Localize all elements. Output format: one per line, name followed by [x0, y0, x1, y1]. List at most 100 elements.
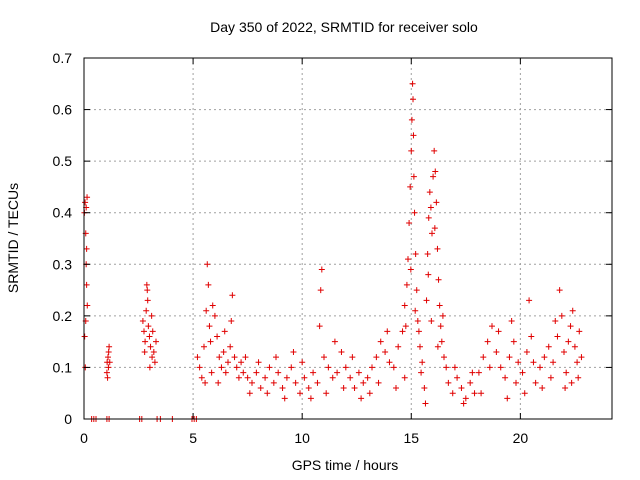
- data-point: [249, 379, 255, 386]
- data-point: [537, 364, 543, 371]
- data-point: [413, 287, 420, 294]
- data-point: [201, 343, 207, 350]
- grid-layer: [84, 58, 612, 419]
- data-point: [299, 359, 306, 366]
- data-point: [419, 359, 426, 366]
- plot-frame: [83, 57, 613, 420]
- data-point: [255, 359, 262, 366]
- data-point: [445, 379, 452, 386]
- data-point: [502, 374, 509, 381]
- data-point: [395, 343, 402, 350]
- data-point: [227, 343, 234, 350]
- data-point: [215, 379, 222, 386]
- data-point: [425, 271, 432, 278]
- data-point: [434, 343, 441, 350]
- data-point: [366, 390, 373, 397]
- data-point: [266, 364, 273, 371]
- data-point: [377, 338, 384, 345]
- data-point: [203, 307, 210, 314]
- data-point: [451, 364, 458, 371]
- data-point: [561, 348, 567, 355]
- data-point: [510, 338, 517, 345]
- data-point: [429, 230, 435, 237]
- data-point: [475, 369, 482, 376]
- y-tick-label: 0: [64, 411, 72, 427]
- data-point: [105, 348, 112, 355]
- data-point: [143, 307, 150, 314]
- data-point: [424, 250, 431, 257]
- data-point: [141, 348, 148, 355]
- data-point: [541, 354, 548, 361]
- data-point: [414, 318, 421, 325]
- y-tick-label: 0.6: [53, 102, 73, 118]
- data-point: [84, 194, 91, 201]
- data-point: [504, 395, 511, 402]
- data-point: [146, 364, 153, 371]
- data-point: [405, 256, 411, 263]
- data-point: [139, 318, 146, 325]
- data-point: [567, 323, 574, 330]
- data-point: [545, 343, 552, 350]
- data-point: [275, 369, 282, 376]
- chart-title: Day 350 of 2022, SRMTID for receiver sol…: [210, 19, 478, 35]
- data-point: [478, 390, 485, 397]
- data-point: [441, 354, 447, 361]
- data-point: [410, 132, 417, 139]
- data-point: [569, 307, 576, 314]
- data-point: [105, 354, 111, 361]
- data-point: [229, 292, 236, 299]
- data-point: [411, 209, 418, 216]
- data-point: [317, 287, 324, 294]
- data-point: [497, 364, 504, 371]
- y-tick-label: 0.1: [53, 359, 73, 375]
- y-tick-label: 0.7: [53, 50, 73, 66]
- data-point: [421, 385, 428, 392]
- data-point: [153, 338, 159, 345]
- data-point: [576, 328, 583, 335]
- data-point: [323, 390, 330, 397]
- data-point: [288, 364, 295, 371]
- data-point: [563, 369, 570, 376]
- data-point: [399, 328, 406, 335]
- data-point: [437, 323, 444, 330]
- data-point: [434, 245, 441, 252]
- data-point: [558, 312, 565, 319]
- data-point: [329, 374, 336, 381]
- x-tick-label: 10: [294, 430, 310, 446]
- data-point: [427, 204, 434, 211]
- x-tick-label: 5: [189, 430, 197, 446]
- data-point: [244, 374, 251, 381]
- data-point: [207, 338, 214, 345]
- data-point: [355, 369, 362, 376]
- data-point: [562, 385, 569, 392]
- data-point: [418, 369, 425, 376]
- data-point: [246, 390, 253, 397]
- data-point: [307, 395, 314, 402]
- data-point: [273, 354, 279, 361]
- data-point: [519, 369, 526, 376]
- data-point: [495, 328, 502, 335]
- data-point: [147, 343, 154, 350]
- data-point: [571, 343, 578, 350]
- data-point: [425, 214, 432, 221]
- data-point: [412, 250, 419, 257]
- data-point: [81, 333, 88, 340]
- data-point: [369, 364, 375, 371]
- y-tick-label: 0.5: [53, 153, 73, 169]
- data-point: [508, 318, 515, 325]
- data-point: [480, 354, 487, 361]
- data-point: [349, 354, 356, 361]
- data-point: [489, 323, 495, 330]
- data-point: [575, 374, 582, 381]
- data-point: [301, 374, 308, 381]
- data-point: [430, 173, 437, 180]
- x-axis-title: GPS time / hours: [292, 457, 399, 473]
- data-point: [412, 307, 419, 314]
- data-point: [334, 369, 341, 376]
- data-point: [143, 281, 150, 288]
- data-point: [220, 348, 227, 355]
- data-point: [314, 379, 321, 386]
- data-point: [515, 359, 522, 366]
